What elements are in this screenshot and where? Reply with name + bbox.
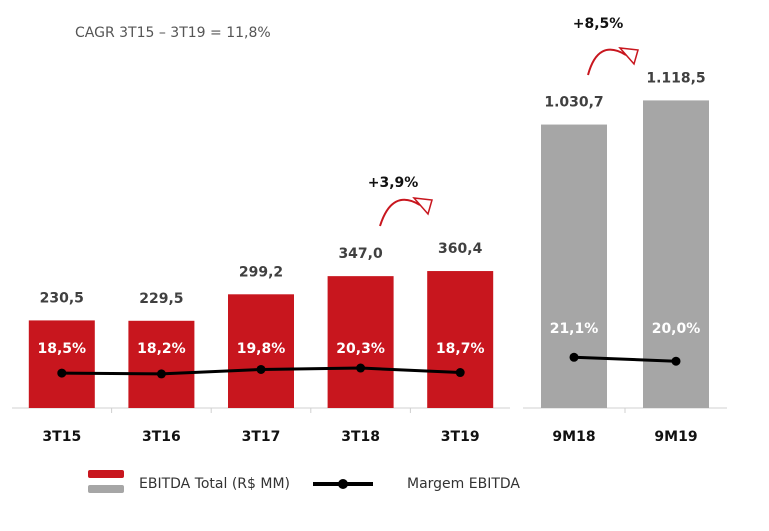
margin-label: 18,7%	[436, 341, 485, 357]
bar-value-label: 1.118,5	[646, 70, 705, 86]
x-tick-label: 3T16	[142, 429, 181, 445]
margin-dot	[455, 368, 465, 378]
bar-value-label: 229,5	[139, 291, 183, 307]
margin-label: 21,1%	[550, 321, 599, 337]
x-tick-label: 3T18	[341, 429, 380, 445]
margin-label: 18,5%	[38, 341, 87, 357]
bar	[128, 320, 195, 408]
arrow-head	[412, 197, 433, 216]
x-tick-label: 3T15	[42, 429, 81, 445]
margin-dot	[256, 364, 266, 374]
bar	[327, 276, 394, 408]
bar-value-label: 230,5	[40, 290, 84, 306]
cagr-note: CAGR 3T15 – 3T19 = 11,8%	[75, 25, 271, 41]
margin-line	[573, 355, 677, 363]
margin-label: 19,8%	[237, 341, 286, 357]
bar	[228, 294, 294, 408]
growth-annotation: +3,9%	[368, 175, 419, 191]
margin-dot	[356, 363, 366, 373]
margin-label: 20,0%	[652, 321, 701, 337]
x-tick-label: 9M19	[654, 429, 697, 445]
margin-dot	[671, 356, 681, 366]
arrow-head	[618, 47, 639, 66]
x-tick-label: 9M18	[552, 429, 595, 445]
legend-label: Margem EBITDA	[407, 476, 520, 492]
arrow	[379, 198, 421, 227]
bar-value-label: 299,2	[239, 264, 283, 280]
growth-annotation: +8,5%	[573, 16, 624, 32]
legend-dot	[338, 479, 348, 489]
arrow	[587, 48, 627, 76]
x-tick-label: 3T19	[441, 429, 480, 445]
margin-dot	[57, 368, 67, 378]
margin-dot	[156, 369, 166, 379]
bar-value-label: 347,0	[338, 246, 383, 262]
bar-value-label: 360,4	[438, 241, 483, 257]
bar-value-label: 1.030,7	[544, 95, 603, 111]
x-tick-label: 3T17	[242, 429, 281, 445]
legend-label: EBITDA Total (R$ MM)	[139, 476, 290, 492]
margin-label: 18,2%	[137, 341, 186, 357]
legend-swatch	[88, 485, 124, 493]
margin-label: 20,3%	[336, 341, 385, 357]
bar	[541, 124, 607, 409]
margin-dot	[569, 352, 579, 362]
bar	[28, 320, 95, 408]
bar	[427, 271, 494, 408]
legend-swatch	[88, 470, 124, 478]
